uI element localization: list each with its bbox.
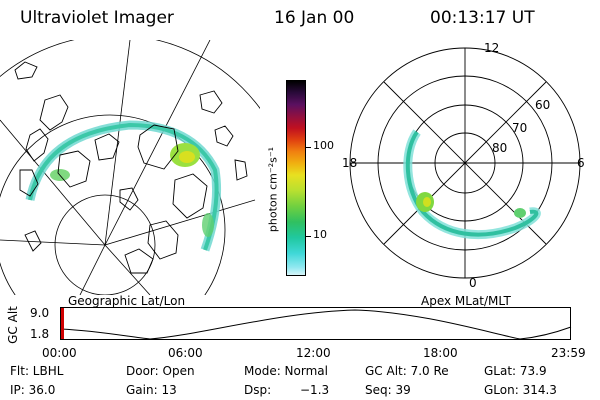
timeline-xtick-1800: 18:00 bbox=[423, 346, 458, 360]
coastlines bbox=[14, 61, 248, 274]
meridian-line bbox=[104, 40, 131, 246]
mlt-label-6: 6 bbox=[577, 156, 585, 170]
app-title: Ultraviolet Imager bbox=[20, 8, 174, 28]
meridian-line bbox=[104, 199, 256, 246]
door-info: Door: Open bbox=[126, 364, 195, 378]
colorbar-tick-100: 100 bbox=[313, 139, 334, 152]
colorbar-tick-10: 10 bbox=[313, 228, 327, 241]
time-label: 00:13:17 UT bbox=[430, 8, 535, 28]
colorbar-tick-mark bbox=[306, 147, 311, 148]
mlt-label-18: 18 bbox=[342, 156, 358, 170]
mlt-label-12: 12 bbox=[484, 41, 500, 55]
mlt-line-diag bbox=[383, 81, 547, 245]
dsp-value: −1.3 bbox=[300, 383, 330, 397]
timeline-ytick-9: 9.0 bbox=[30, 306, 50, 320]
magnetic-polar-plot bbox=[349, 47, 581, 279]
aurora-oval bbox=[25, 120, 222, 252]
mlt-label-0: 0 bbox=[469, 276, 477, 290]
timeline-xtick-0600: 06:00 bbox=[168, 346, 203, 360]
timeline-xtick-1200: 12:00 bbox=[296, 346, 331, 360]
glat-info: GLat: 73.9 bbox=[484, 364, 547, 378]
timeline-ytick-1.8: 1.8 bbox=[30, 327, 50, 341]
meridian-line bbox=[79, 244, 106, 295]
timeline-plot bbox=[60, 307, 572, 340]
gc-alt-info: GC Alt: 7.0 Re bbox=[365, 364, 449, 378]
lat-circle bbox=[0, 114, 226, 295]
aurora-oval-mag bbox=[403, 129, 541, 240]
date-label: 16 Jan 00 bbox=[274, 8, 355, 28]
right-map-caption: Apex MLat/MLT bbox=[421, 294, 511, 308]
dsp-info: Dsp: bbox=[244, 383, 272, 397]
timeline-frame bbox=[60, 307, 571, 340]
lat-label-60: 60 bbox=[535, 98, 551, 112]
geographic-map bbox=[0, 40, 260, 295]
timeline-axis-label: GC Alt bbox=[5, 306, 20, 344]
altitude-curve bbox=[60, 309, 572, 340]
seq-info: Seq: 39 bbox=[365, 383, 411, 397]
timeline-xtick-0000: 00:00 bbox=[42, 346, 77, 360]
left-map-caption: Geographic Lat/Lon bbox=[68, 294, 186, 308]
lat-label-70: 70 bbox=[512, 121, 528, 135]
glon-info: GLon: 314.3 bbox=[484, 383, 557, 397]
mode-info: Mode: Normal bbox=[244, 364, 328, 378]
meridian-line bbox=[104, 40, 211, 246]
filter-info: Flt: LBHL bbox=[10, 364, 64, 378]
meridian-line bbox=[0, 239, 106, 246]
colorbar-label: photon cm⁻²s⁻¹ bbox=[266, 146, 280, 233]
timeline-xtick-2359: 23:59 bbox=[551, 346, 586, 360]
meridian-line bbox=[0, 119, 106, 246]
gain-info: Gain: 13 bbox=[126, 383, 177, 397]
lat-label-80: 80 bbox=[492, 141, 508, 155]
current-time-marker bbox=[61, 308, 64, 339]
lat-circle bbox=[54, 194, 156, 295]
colorbar bbox=[286, 80, 306, 276]
colorbar-tick-mark bbox=[306, 236, 311, 237]
colorbar-gradient bbox=[286, 80, 306, 276]
meridian-line bbox=[104, 244, 151, 295]
ip-info: IP: 36.0 bbox=[10, 383, 56, 397]
